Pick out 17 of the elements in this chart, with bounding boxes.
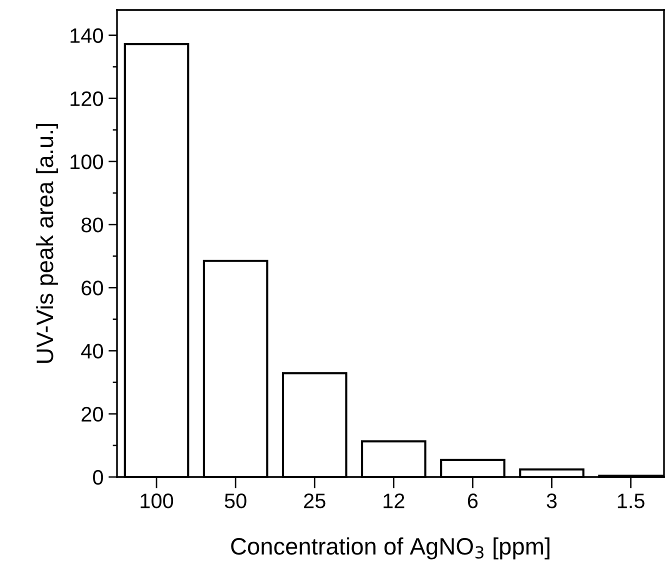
x-tick-label: 12	[384, 494, 404, 508]
x-tick-label: 100	[140, 494, 174, 508]
y-tick-label: 100	[70, 154, 103, 170]
x-tick-label: 25	[304, 494, 326, 508]
y-tick-label: 80	[82, 218, 103, 232]
x-tick-label: 6	[468, 494, 478, 508]
x-axis-title: Concentration of AgNO$_{3}$ [ppm]	[231, 537, 550, 560]
x-tick-label: 3	[546, 494, 557, 508]
y-axis-title: UV-Vis peak area [a.u.]	[36, 124, 58, 363]
x-tick-label: 50	[224, 494, 246, 508]
y-tick-label: 0	[93, 470, 103, 485]
x-tick-label: 1.5	[618, 494, 644, 508]
y-tick-label: 20	[82, 406, 103, 422]
y-tick-label: 140	[70, 28, 103, 43]
y-tick-label: 40	[81, 344, 103, 359]
y-tick-label: 60	[82, 280, 103, 296]
y-tick-label: 120	[70, 91, 103, 106]
